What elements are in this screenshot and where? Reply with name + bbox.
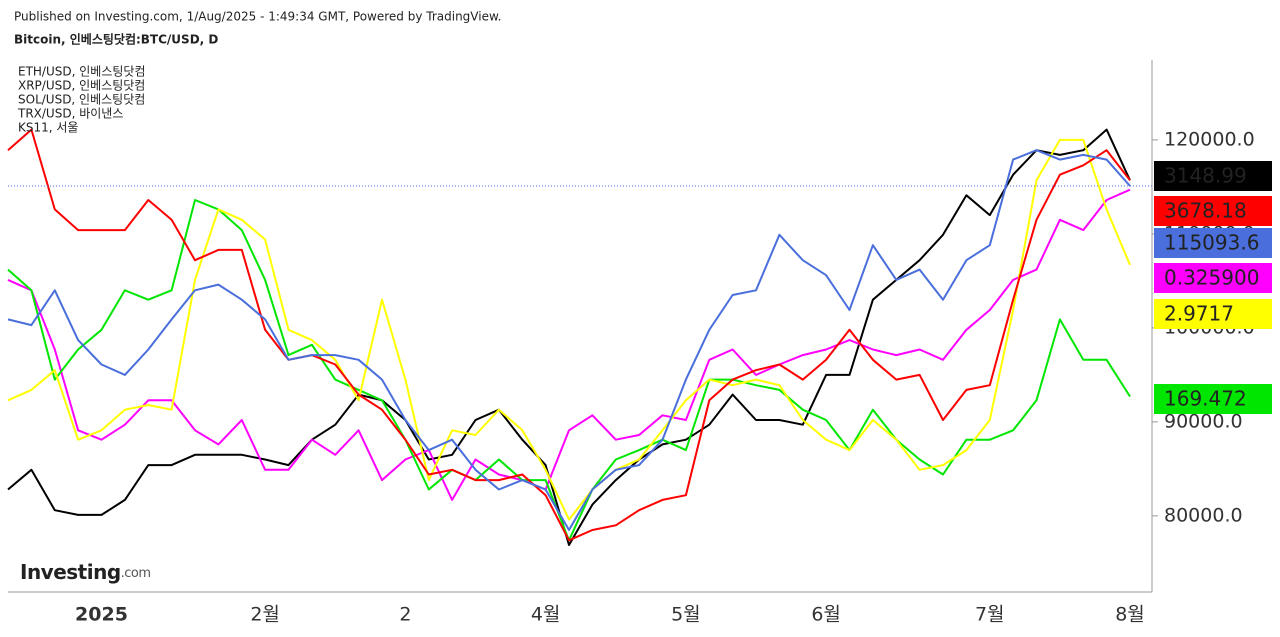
series-line <box>7 138 1131 521</box>
series-line <box>7 128 1131 546</box>
x-tick-label: 8월 <box>1115 604 1145 626</box>
chart-title: Bitcoin, 인베스팅닷컴:BTC/USD, D <box>14 32 218 47</box>
series-line <box>7 149 1131 531</box>
price-badge <box>1154 196 1272 226</box>
legend-entry: TRX/USD, 바이낸스 <box>17 107 123 121</box>
watermark: Investing.com <box>20 560 151 584</box>
y-tick-label: 80000.0 <box>1164 504 1243 526</box>
y-tick-label: 120000.0 <box>1164 128 1255 150</box>
legend-entry: SOL/USD, 인베스팅닷컴 <box>18 93 145 107</box>
price-badge <box>1154 228 1272 258</box>
price-badge <box>1154 161 1272 191</box>
legend-entry: XRP/USD, 인베스팅닷컴 <box>18 79 145 93</box>
price-badge-label: 0.325900 <box>1164 266 1259 290</box>
price-badge-label: 115093.6 <box>1164 231 1259 255</box>
x-tick-label: 2025 <box>75 604 128 626</box>
price-badge-label: 3148.99 <box>1164 164 1247 188</box>
x-tick-label: 2월 <box>250 604 280 626</box>
y-tick-label: 90000.0 <box>1164 410 1243 432</box>
watermark-brand: Investing <box>20 560 121 584</box>
price-badge <box>1154 263 1272 293</box>
price-badge-label: 169.472 <box>1164 387 1247 411</box>
series-line <box>7 128 1131 542</box>
watermark-suffix: .com <box>121 566 151 581</box>
published-note: Published on Investing.com, 1/Aug/2025 -… <box>14 10 501 24</box>
series-line <box>7 188 1131 501</box>
legend-entry: KS11, 서울 <box>18 121 78 135</box>
plot-area <box>7 128 1131 546</box>
price-badge <box>1154 384 1272 414</box>
price-badge <box>1154 299 1272 329</box>
x-tick-label: 7월 <box>975 604 1005 626</box>
legend-entry: ETH/USD, 인베스팅닷컴 <box>18 65 146 79</box>
x-tick-label: 2 <box>399 604 411 626</box>
price-badge-label: 2.9717 <box>1164 302 1234 326</box>
x-tick-label: 4월 <box>531 604 561 626</box>
price-badge-label: 3678.18 <box>1164 199 1247 223</box>
x-tick-label: 6월 <box>811 604 841 626</box>
x-tick-label: 5월 <box>671 604 701 626</box>
